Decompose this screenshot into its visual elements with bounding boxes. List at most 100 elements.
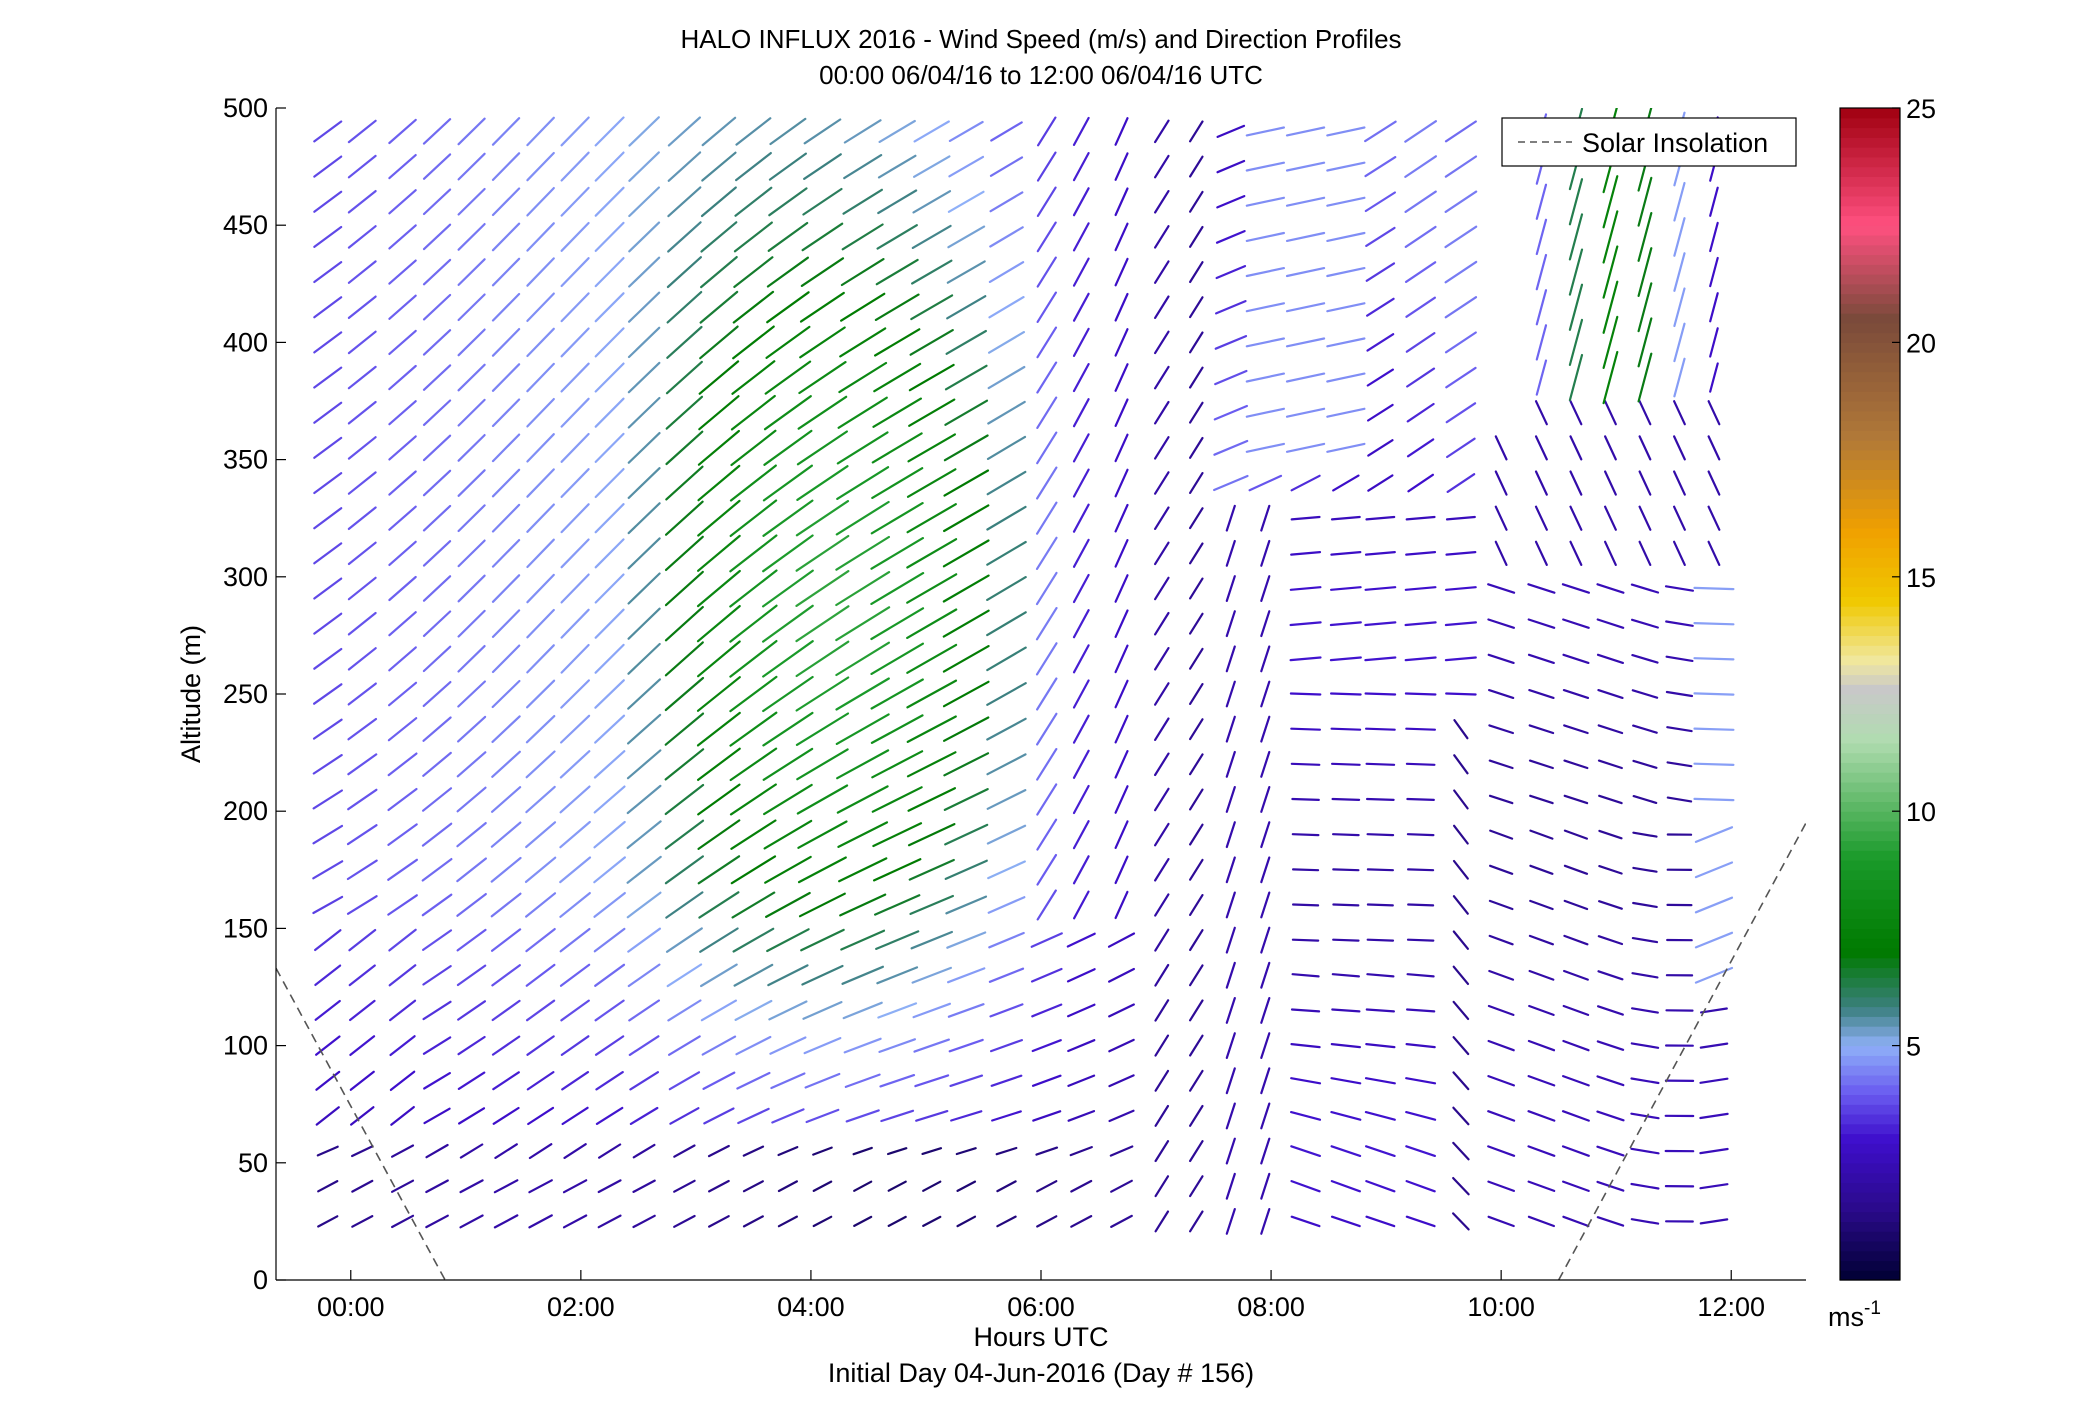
wind-vector	[1188, 261, 1204, 284]
colorbar-segment	[1840, 1153, 1900, 1164]
wind-vector	[422, 364, 452, 391]
wind-vector	[351, 1145, 374, 1158]
wind-vector	[314, 929, 342, 952]
wind-vector	[457, 680, 486, 708]
wind-vector	[1035, 677, 1058, 711]
wind-vector	[986, 753, 1027, 776]
colorbar-segment	[1840, 371, 1900, 383]
wind-vector	[1444, 120, 1477, 143]
wind-vector	[1630, 1182, 1660, 1190]
wind-vector	[1494, 540, 1508, 567]
wind-vector	[812, 1180, 833, 1193]
wind-vector	[491, 292, 521, 322]
wind-vector	[1693, 657, 1735, 661]
wind-vector	[1562, 1004, 1590, 1017]
y-tick-label: 300	[223, 562, 268, 592]
wind-vector	[913, 120, 950, 143]
wind-vector	[348, 928, 377, 952]
wind-vector	[1529, 864, 1554, 875]
wind-vector	[736, 1071, 771, 1090]
wind-vector	[1153, 611, 1170, 636]
wind-vector	[560, 1035, 590, 1057]
wind-vector	[803, 1036, 842, 1055]
colorbar-frame	[1839, 107, 1901, 1281]
wind-vector	[1673, 357, 1686, 398]
wind-vector	[491, 468, 521, 498]
wind-vector	[795, 500, 850, 537]
wind-vector	[945, 329, 988, 355]
wind-vector	[627, 502, 661, 535]
colorbar-segment	[1840, 1065, 1900, 1076]
wind-vector	[702, 1071, 736, 1091]
wind-vector	[1709, 362, 1719, 393]
wind-vector	[1568, 283, 1584, 331]
wind-vector	[668, 1071, 701, 1091]
wind-vector	[1114, 468, 1129, 498]
wind-vector	[737, 1107, 770, 1125]
wind-vector	[1364, 1077, 1396, 1085]
wind-vector	[768, 187, 808, 217]
wind-vector	[313, 155, 343, 178]
wind-vector	[1364, 156, 1397, 178]
wind-vector	[1188, 472, 1204, 494]
colorbar-segment	[1840, 391, 1900, 402]
wind-vector	[628, 999, 661, 1022]
wind-vector	[1672, 435, 1686, 461]
wind-vector	[457, 1035, 486, 1056]
wind-vector	[1153, 506, 1170, 531]
legend-label: Solar Insolation	[1582, 128, 1768, 158]
wind-vector	[853, 1180, 873, 1192]
wind-vector	[1709, 327, 1719, 358]
wind-vector	[729, 499, 778, 538]
colorbar-segment	[1840, 1016, 1900, 1027]
wind-vector	[491, 786, 522, 813]
wind-vector	[777, 1180, 799, 1193]
wind-vector	[696, 534, 741, 572]
wind-vector	[491, 964, 521, 987]
wind-vector	[560, 151, 590, 182]
wind-vector	[771, 1108, 805, 1124]
wind-vector	[795, 605, 850, 643]
colorbar-segment	[1840, 791, 1900, 803]
wind-vector	[1188, 823, 1204, 846]
wind-vector	[1535, 289, 1548, 326]
wind-vector	[906, 503, 957, 534]
wind-vector	[946, 260, 986, 284]
colorbar-segment	[1840, 303, 1900, 314]
wind-vector	[525, 963, 556, 987]
wind-vector	[1245, 196, 1286, 207]
wind-vector	[1632, 794, 1658, 805]
wind-vector	[735, 117, 772, 146]
wind-vector	[526, 503, 555, 533]
wind-vector	[1072, 363, 1090, 393]
wind-vector	[1488, 864, 1514, 875]
wind-vector	[1188, 718, 1204, 741]
wind-vector	[1332, 903, 1360, 907]
wind-vector	[1114, 363, 1129, 392]
wind-vector	[1707, 540, 1721, 567]
wind-vector	[698, 891, 740, 919]
wind-vector	[729, 464, 777, 502]
wind-vector	[390, 1105, 415, 1126]
wind-vector	[1225, 1172, 1236, 1200]
wind-vector	[317, 1179, 339, 1193]
wind-vector	[1598, 864, 1623, 875]
wind-vector	[1216, 195, 1246, 209]
wind-vector	[845, 1109, 880, 1123]
wind-vector	[1632, 901, 1658, 909]
wind-vector	[559, 785, 591, 814]
wind-vector	[1225, 1137, 1236, 1165]
colorbar-segment	[1840, 1182, 1900, 1193]
wind-vector	[906, 573, 958, 604]
wind-vector	[1072, 538, 1090, 568]
wind-vector	[1673, 322, 1686, 363]
wind-vector	[1631, 689, 1659, 699]
wind-vector	[1699, 1077, 1729, 1084]
wind-vector	[673, 1144, 696, 1158]
wind-vector	[1188, 1069, 1204, 1092]
wind-vector	[1225, 575, 1236, 603]
wind-vector	[1445, 515, 1476, 521]
colorbar-tick-label: 5	[1906, 1032, 1921, 1062]
wind-vector	[456, 821, 487, 848]
wind-vector	[1597, 759, 1623, 770]
